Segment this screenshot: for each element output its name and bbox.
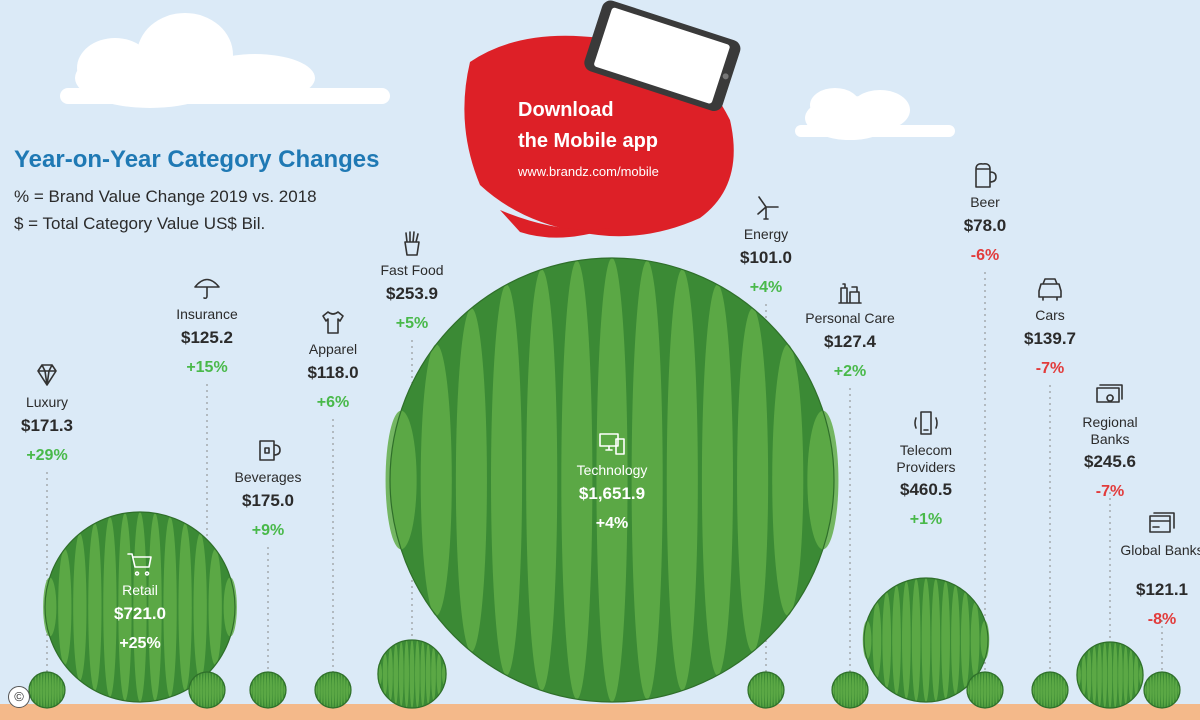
cars-bubble xyxy=(1031,671,1069,709)
insurance-name: Insurance xyxy=(176,306,238,322)
promo-url[interactable]: www.brandz.com/mobile xyxy=(518,164,659,179)
energy-change: +4% xyxy=(749,279,783,296)
luxury-change: +29% xyxy=(26,447,68,464)
fast-food-change: +5% xyxy=(395,315,429,332)
legend-percent: % = Brand Value Change 2019 vs. 2018 xyxy=(14,187,317,206)
fries-icon xyxy=(404,231,420,256)
insurance-value: $125.2 xyxy=(181,328,233,347)
personal-care-value: $127.4 xyxy=(824,332,876,351)
luxury-name: Luxury xyxy=(25,394,69,410)
cars-value: $139.7 xyxy=(1024,329,1076,348)
beverages-bubble xyxy=(249,671,287,709)
retail-bubble xyxy=(43,511,237,703)
regional-banks-change: -7% xyxy=(1095,483,1125,500)
fast-food-name: Fast Food xyxy=(380,262,444,278)
promo-line-2: the Mobile app xyxy=(518,130,658,152)
shopping-cart-icon xyxy=(127,553,152,576)
personal-care-bubble xyxy=(831,671,869,709)
beer-mug-icon xyxy=(975,163,997,188)
technology-name: Technology xyxy=(576,462,648,478)
global-banks-bubble xyxy=(1143,671,1181,709)
energy-name: Energy xyxy=(743,226,789,242)
regional-banks-name: Regional Banks xyxy=(1082,414,1138,447)
devices-icon xyxy=(599,433,625,455)
smartphone-icon xyxy=(584,0,741,112)
personal-care-change: +2% xyxy=(833,363,867,380)
apparel-change: +6% xyxy=(316,394,350,411)
global-banks-name: Global Banks xyxy=(1120,542,1200,558)
global-banks-change: -8% xyxy=(1147,611,1177,628)
mug-icon xyxy=(259,440,281,461)
apparel-bubble xyxy=(314,671,352,709)
technology-value: $1,651.9 xyxy=(578,484,646,503)
legend-dollar: $ = Total Category Value US$ Bil. xyxy=(14,214,266,233)
insurance-change: +15% xyxy=(186,359,228,376)
retail-value: $721.0 xyxy=(114,604,166,623)
cars-change: -7% xyxy=(1035,360,1065,377)
cloud-left xyxy=(60,13,390,108)
car-icon xyxy=(1038,278,1062,301)
global-banks-value: $121.1 xyxy=(1136,580,1188,599)
luxury-bubble xyxy=(28,671,66,709)
telecom-providers-bubble xyxy=(862,577,990,703)
cloud-right xyxy=(795,88,955,140)
regional-banks-bubble xyxy=(1076,641,1144,709)
energy-value: $101.0 xyxy=(740,248,792,267)
luxury-value: $171.3 xyxy=(21,416,73,435)
beer-name: Beer xyxy=(970,194,1000,210)
copyright-badge: © xyxy=(8,686,30,708)
retail-change: +25% xyxy=(119,635,161,652)
cars-name: Cars xyxy=(1035,307,1065,323)
technology-bubble xyxy=(385,257,839,703)
promo-line-1: Download xyxy=(518,99,614,121)
apparel-value: $118.0 xyxy=(307,363,359,382)
telecom-providers-value: $460.5 xyxy=(900,480,952,499)
beer-change: -6% xyxy=(970,247,1000,264)
insurance-bubble xyxy=(188,671,226,709)
beer-value: $78.0 xyxy=(963,216,1007,235)
umbrella-icon xyxy=(194,278,220,300)
personal-care-name: Personal Care xyxy=(805,310,895,326)
credit-card-icon xyxy=(1149,512,1175,533)
regional-banks-value: $245.6 xyxy=(1084,452,1136,471)
telecom-providers-name: Telecom Providers xyxy=(896,442,956,475)
apparel-name: Apparel xyxy=(308,341,358,357)
bottles-icon xyxy=(838,283,862,304)
beverages-value: $175.0 xyxy=(242,491,294,510)
technology-change: +4% xyxy=(595,515,629,532)
telecom-providers-change: +1% xyxy=(909,511,943,528)
beer-bubble xyxy=(966,671,1004,709)
phone-icon xyxy=(914,411,938,435)
beverages-name: Beverages xyxy=(234,469,302,485)
beverages-change: +9% xyxy=(251,522,285,539)
banknote-icon xyxy=(1096,384,1123,403)
tshirt-icon xyxy=(322,311,344,334)
energy-bubble xyxy=(747,671,785,709)
retail-name: Retail xyxy=(122,582,158,598)
chart-title: Year-on-Year Category Changes xyxy=(14,146,380,173)
wind-turbine-icon xyxy=(757,196,779,220)
fast-food-value: $253.9 xyxy=(386,284,438,303)
fast-food-bubble xyxy=(377,639,447,709)
ground-strip xyxy=(0,704,1200,720)
diamond-icon xyxy=(37,364,57,386)
